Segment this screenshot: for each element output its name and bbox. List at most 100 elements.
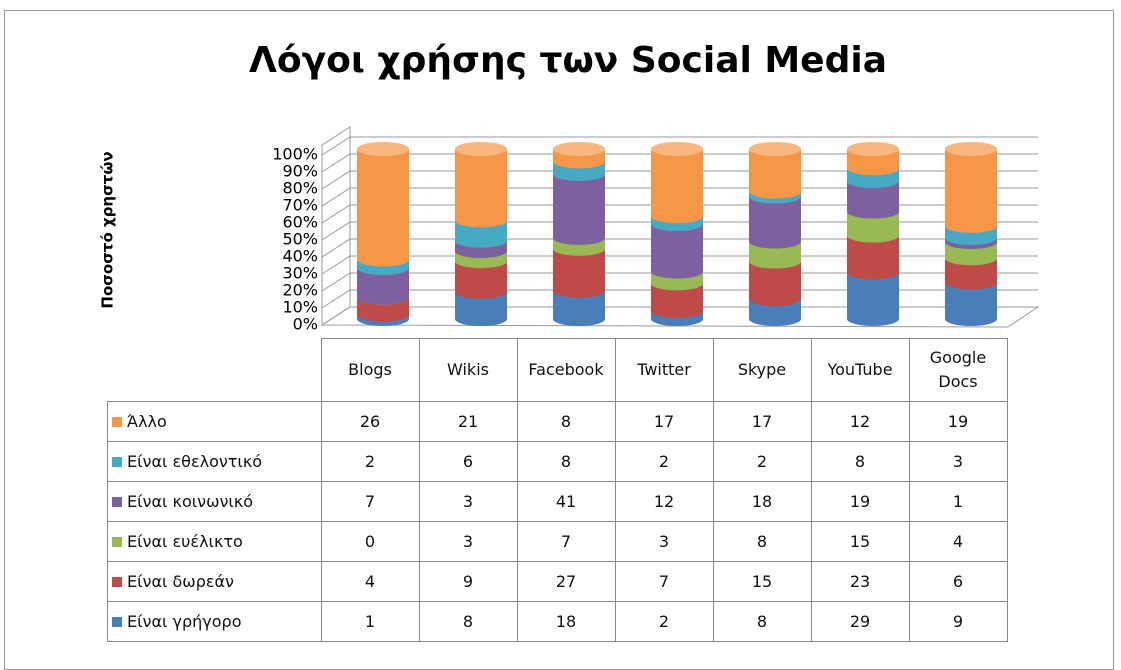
grid-line bbox=[321, 136, 1038, 156]
bar-segment bbox=[945, 149, 997, 233]
value-cell: 6 bbox=[908, 561, 1008, 602]
y-tick-label: 90% bbox=[282, 162, 318, 181]
grid-line bbox=[321, 306, 1038, 326]
legend-key bbox=[112, 417, 122, 427]
value-cell: 1 bbox=[908, 481, 1008, 522]
legend-key bbox=[112, 577, 122, 587]
legend-label: Άλλο bbox=[127, 412, 167, 431]
grid-line bbox=[321, 289, 1038, 309]
bar-segment bbox=[847, 181, 899, 219]
bar-segment bbox=[553, 248, 605, 298]
value-cell: 4 bbox=[908, 521, 1008, 562]
y-tick-label: 100% bbox=[272, 145, 318, 164]
bar-segment bbox=[651, 149, 703, 224]
value-cell: 0 bbox=[320, 521, 420, 562]
value-cell: 2 bbox=[614, 441, 714, 482]
bar-segment bbox=[945, 282, 997, 326]
cylinder-top bbox=[651, 142, 703, 156]
legend-entry: Είναι δωρεάν bbox=[107, 561, 322, 602]
table-row: Είναι γρήγορο 1 8 18 2 8 29 9 bbox=[107, 601, 1008, 642]
legend-entry: Είναι γρήγορο bbox=[107, 601, 322, 642]
legend-entry: Άλλο bbox=[107, 401, 322, 442]
y-tick-label: 80% bbox=[282, 179, 318, 198]
header-row: Blogs Wikis Facebook Twitter Skype YouTube Goo… bbox=[108, 338, 1008, 402]
bar-segment bbox=[357, 149, 409, 267]
x-tick-label: Wikis bbox=[418, 338, 518, 402]
bar-segment bbox=[357, 268, 409, 305]
bar-segment bbox=[847, 272, 899, 326]
bar-segment bbox=[455, 261, 507, 299]
table-row: Είναι εθελοντικό 2 6 8 2 2 8 3 bbox=[107, 441, 1008, 482]
table-row: Άλλο 26 21 8 17 17 12 19 bbox=[107, 401, 1008, 442]
legend-label: Είναι ευέλικτο bbox=[127, 532, 243, 551]
y-tick-label: 60% bbox=[282, 213, 318, 232]
value-cell: 7 bbox=[614, 561, 714, 602]
bar-segment bbox=[651, 224, 703, 279]
cylinder-top bbox=[455, 142, 507, 156]
x-tick-label: YouTube bbox=[810, 338, 910, 402]
legend-entry: Είναι κοινωνικό bbox=[107, 481, 322, 522]
bar-segment bbox=[455, 149, 507, 228]
legend-label: Είναι δωρεάν bbox=[127, 572, 234, 591]
cylinder-top bbox=[357, 142, 409, 156]
value-cell: 2 bbox=[614, 601, 714, 642]
legend-label: Είναι κοινωνικό bbox=[127, 492, 254, 511]
value-cell: 15 bbox=[712, 561, 812, 602]
value-cell: 8 bbox=[712, 521, 812, 562]
value-cell: 17 bbox=[712, 401, 812, 442]
value-cell: 21 bbox=[418, 401, 518, 442]
y-tick-label: 10% bbox=[282, 298, 318, 317]
value-cell: 2 bbox=[320, 441, 420, 482]
value-cell: 8 bbox=[712, 601, 812, 642]
value-cell: 9 bbox=[418, 561, 518, 602]
x-tick-label: Blogs bbox=[320, 338, 420, 402]
bar-segment bbox=[553, 290, 605, 326]
bar-segment bbox=[749, 241, 801, 269]
legend-key bbox=[112, 497, 122, 507]
value-cell: 19 bbox=[908, 401, 1008, 442]
value-cell: 26 bbox=[320, 401, 420, 442]
legend-entry: Είναι ευέλικτο bbox=[107, 521, 322, 562]
y-tick-label: 20% bbox=[282, 281, 318, 300]
legend-key bbox=[112, 617, 122, 627]
bar-segment bbox=[455, 291, 507, 326]
value-cell: 9 bbox=[908, 601, 1008, 642]
value-cell: 8 bbox=[418, 601, 518, 642]
value-cell: 15 bbox=[810, 521, 910, 562]
legend-key bbox=[112, 457, 122, 467]
value-cell: 27 bbox=[516, 561, 616, 602]
grid-line bbox=[321, 255, 1038, 275]
value-cell: 8 bbox=[516, 441, 616, 482]
y-tick-label: 40% bbox=[282, 247, 318, 266]
legend-entry: Είναι εθελοντικό bbox=[107, 441, 322, 482]
value-cell: 8 bbox=[810, 441, 910, 482]
value-cell: 29 bbox=[810, 601, 910, 642]
value-cell: 3 bbox=[908, 441, 1008, 482]
y-tick-label: 70% bbox=[282, 196, 318, 215]
bar-segment bbox=[749, 261, 801, 306]
value-cell: 12 bbox=[614, 481, 714, 522]
value-cell: 18 bbox=[516, 601, 616, 642]
data-table: Blogs Wikis Facebook Twitter Skype YouTube Goo… bbox=[107, 338, 1008, 642]
value-cell: 7 bbox=[320, 481, 420, 522]
legend-label: Είναι γρήγορο bbox=[127, 612, 242, 631]
bar-segment bbox=[847, 149, 899, 176]
value-cell: 2 bbox=[712, 441, 812, 482]
y-axis-label: Ποσοστό χρηστών bbox=[99, 151, 117, 308]
cylinder-top bbox=[553, 142, 605, 156]
grid-line bbox=[321, 170, 1038, 190]
table-row: Είναι δωρεάν 4 9 27 7 15 23 6 bbox=[107, 561, 1008, 602]
x-tick-label: Twitter bbox=[614, 338, 714, 402]
value-cell: 18 bbox=[712, 481, 812, 522]
value-cell: 3 bbox=[418, 481, 518, 522]
y-tick-label: 30% bbox=[282, 264, 318, 283]
value-cell: 3 bbox=[418, 521, 518, 562]
cylinder-top bbox=[945, 142, 997, 156]
bar-segment bbox=[553, 173, 605, 245]
table-row: Είναι ευέλικτο 0 3 7 3 8 15 4 bbox=[107, 521, 1008, 562]
blank-cell bbox=[108, 339, 322, 402]
bar-segment bbox=[651, 283, 703, 319]
value-cell: 17 bbox=[614, 401, 714, 442]
bar-segment bbox=[847, 235, 899, 280]
value-cell: 23 bbox=[810, 561, 910, 602]
